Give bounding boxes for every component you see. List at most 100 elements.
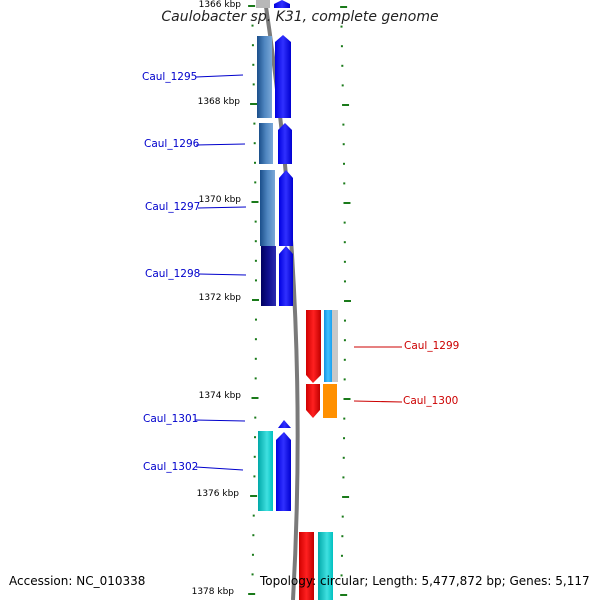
scale-tick: [254, 357, 257, 360]
scale-tick: [250, 495, 258, 497]
gene-feature-caul-1299: [324, 310, 332, 382]
scale-tick: [254, 259, 257, 262]
scale-tick: [342, 456, 345, 459]
scale-tick: [250, 103, 258, 105]
gene-arrow-caul-1301: [278, 420, 291, 428]
scale-tick: [251, 44, 254, 47]
scale-tick: [343, 202, 351, 204]
gene-arrow-caul-1296: [278, 123, 292, 164]
kbp-label: 1366 kbp: [198, 0, 241, 10]
scale-tick: [252, 514, 255, 517]
kbp-label: 1374 kbp: [198, 391, 241, 401]
gene-label-caul-1301[interactable]: Caul_1301: [143, 413, 199, 425]
scale-tick: [252, 534, 255, 537]
gene-label-caul-1299[interactable]: Caul_1299: [404, 340, 460, 352]
scale-tick: [341, 84, 344, 87]
scale-tick: [342, 143, 345, 146]
gene-feature-caul-1297: [260, 170, 275, 246]
kbp-label: 1376 kbp: [196, 489, 239, 499]
scale-tick: [254, 377, 257, 380]
scale-tick: [343, 221, 346, 224]
gene-label-caul-1295[interactable]: Caul_1295: [142, 71, 198, 83]
kbp-label: 1378 kbp: [191, 587, 234, 597]
scale-tick: [340, 574, 343, 577]
gene-feature-caul-1300: [323, 384, 337, 418]
scale-tick: [343, 339, 346, 342]
scale-tick: [254, 436, 257, 439]
scale-tick: [343, 358, 346, 361]
gene-arrow-caul-1299: [306, 310, 321, 383]
scale-tick: [252, 83, 255, 86]
scale-tick: [254, 279, 257, 282]
gene-label-caul-1300[interactable]: Caul_1300: [403, 395, 459, 407]
scale-tick: [341, 535, 344, 538]
scale-tick: [340, 6, 348, 8]
scale-tick: [253, 122, 256, 125]
scale-tick: [343, 319, 346, 322]
gene-feature-bottom-red: [299, 532, 314, 600]
gene-arrow-caul-1295: [275, 35, 291, 118]
scale-tick: [341, 515, 344, 518]
scale-tick: [253, 455, 256, 458]
gene-arrow-caul-1297: [279, 170, 293, 246]
gene-label-caul-1297[interactable]: Caul_1297: [145, 201, 201, 213]
scale-tick: [340, 45, 343, 48]
scale-tick: [254, 338, 257, 341]
scale-tick: [342, 162, 345, 165]
scale-tick: [251, 201, 259, 203]
scale-tick: [342, 104, 350, 106]
gene-arrow-top-partial: [274, 0, 290, 8]
accession-text: Accession: NC_010338: [9, 574, 146, 588]
scale-tick: [248, 593, 256, 595]
kbp-label: 1368 kbp: [197, 97, 240, 107]
scale-tick: [251, 24, 254, 27]
gene-label-caul-1298[interactable]: Caul_1298: [145, 268, 201, 280]
scale-tick: [340, 594, 348, 596]
label-leader-lines: [194, 74, 403, 471]
scale-tick: [251, 553, 254, 556]
left-ticks: [248, 5, 259, 595]
gene-label-caul-1296[interactable]: Caul_1296: [144, 138, 200, 150]
scale-tick: [253, 475, 256, 478]
gene-block-top-partial: [256, 0, 270, 8]
scale-tick: [248, 5, 256, 7]
gene-arrow-caul-1302: [276, 432, 291, 511]
scale-tick: [251, 299, 259, 301]
gene-arrow-caul-1300: [306, 384, 320, 418]
scale-tick: [343, 300, 351, 302]
right-ticks: [340, 6, 351, 596]
summary-text: Topology: circular; Length: 5,477,872 bp…: [260, 574, 590, 588]
gene-feature-caul-1302: [258, 431, 273, 511]
scale-tick: [251, 397, 259, 399]
gene-label-caul-1302[interactable]: Caul_1302: [143, 461, 199, 473]
gene-feature-caul-1296: [259, 123, 273, 164]
scale-tick: [254, 220, 257, 223]
scale-tick: [253, 142, 256, 145]
gene-feature-bottom-cyan: [318, 532, 333, 600]
scale-tick: [251, 573, 254, 576]
scale-tick: [343, 241, 346, 244]
scale-tick: [253, 161, 256, 164]
scale-tick: [340, 554, 343, 557]
scale-tick: [252, 63, 255, 66]
gene-feature-caul-1299-grey: [332, 310, 338, 382]
gene-feature-caul-1298: [261, 246, 276, 306]
scale-tick: [342, 496, 350, 498]
scale-tick: [343, 417, 346, 420]
scale-tick: [342, 476, 345, 479]
scale-tick: [343, 260, 346, 263]
scale-tick: [254, 318, 257, 321]
scale-tick: [254, 240, 257, 243]
scale-tick: [254, 181, 257, 184]
gene-arrow-caul-1298: [279, 246, 293, 306]
scale-tick: [343, 280, 346, 283]
kbp-label: 1372 kbp: [198, 293, 241, 303]
scale-tick: [343, 182, 346, 185]
scale-tick: [340, 25, 343, 28]
scale-tick: [341, 64, 344, 67]
scale-tick: [342, 123, 345, 126]
scale-tick: [343, 437, 346, 440]
kbp-label: 1370 kbp: [198, 195, 241, 205]
